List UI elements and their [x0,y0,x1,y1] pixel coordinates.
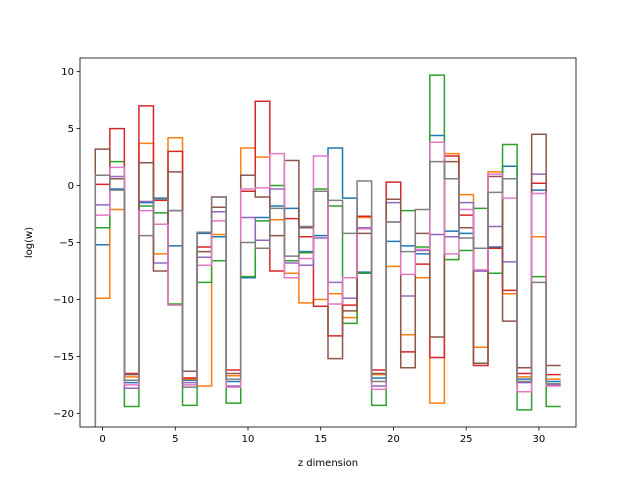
y-axis: −20 −15 −10 −5 0 5 10 [53,67,80,420]
y-tick-label: 0 [68,181,74,192]
y-tick-label: 10 [61,67,74,78]
series-line-7 [94,160,561,427]
y-tick-label: −20 [53,409,74,420]
x-tick-label: 10 [242,434,255,445]
series-layer [94,74,561,427]
y-tick-label: −15 [53,352,74,363]
x-tick-label: 30 [533,434,546,445]
y-tick-label: −5 [59,238,74,249]
y-axis-label: log(w) [24,227,35,258]
x-axis: 0 5 10 15 20 25 30 [99,427,545,445]
x-tick-label: 5 [172,434,178,445]
x-tick-label: 15 [314,434,327,445]
x-tick-label: 25 [460,434,473,445]
y-tick-label: 5 [68,124,74,135]
x-tick-label: 20 [387,434,400,445]
series-line-6 [94,141,561,427]
x-axis-label: z dimension [298,458,358,469]
x-tick-label: 0 [99,434,105,445]
y-tick-label: −10 [53,295,74,306]
